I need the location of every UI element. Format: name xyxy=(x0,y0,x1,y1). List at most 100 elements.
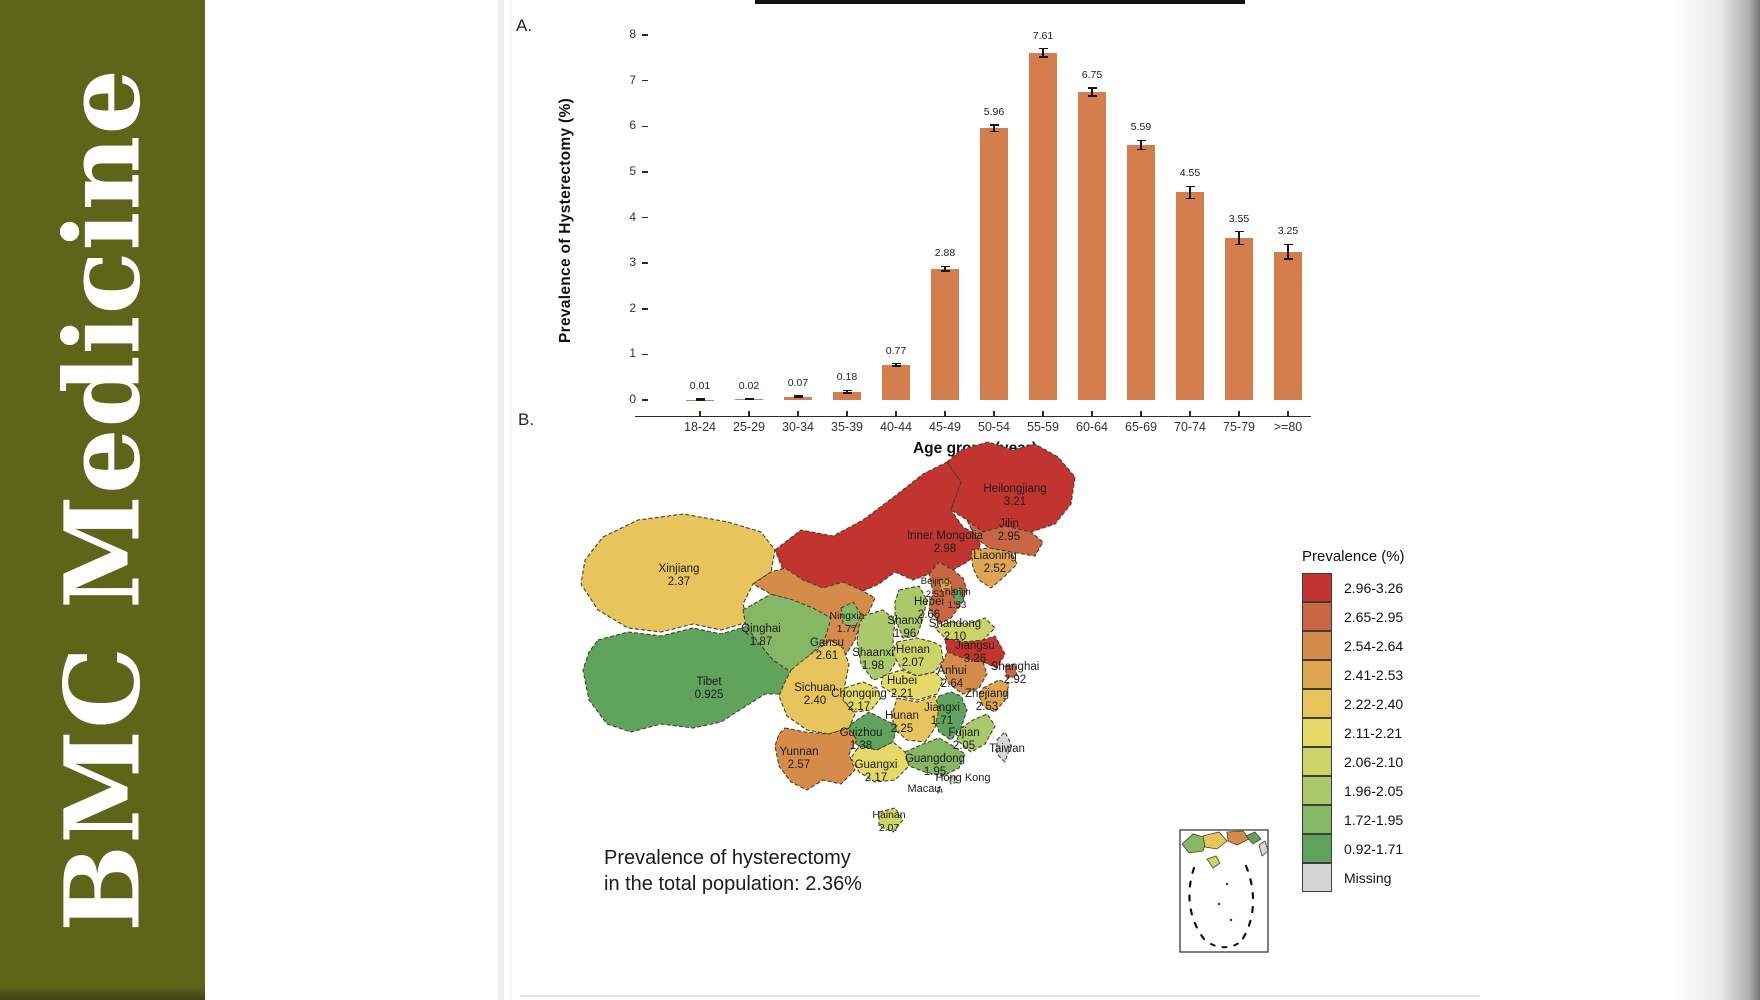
bar-30-34 xyxy=(784,396,812,400)
error-cap-top-45-49 xyxy=(940,265,950,268)
province-name-hainan: Hainan xyxy=(872,809,905,821)
bar-chart-y-axis-label: Prevalence of Hysterectomy (%) xyxy=(557,97,574,343)
province-value-xinjiang: 2.37 xyxy=(668,576,690,588)
y-tick-mark-6 xyxy=(642,125,648,127)
province-value-ningxia: 1.77 xyxy=(837,623,858,635)
map-legend-rows: 2.96-3.26 2.65-2.95 2.54-2.64 2.41-2.53 2.22… xyxy=(1288,573,1405,892)
province-name-jilin: Jilin xyxy=(999,518,1019,530)
scan-artifact-strip-2 xyxy=(510,0,512,1000)
y-tick-label-3: 3 xyxy=(629,255,636,270)
province-hong-kong xyxy=(948,775,958,785)
error-cap-top-70-74 xyxy=(1185,185,1195,188)
legend-item-2-22-2-40: 2.22-2.40 xyxy=(1288,689,1405,718)
bar-value-label-60-64: 6.75 xyxy=(1081,68,1103,81)
legend-item-1-96-2-05: 1.96-2.05 xyxy=(1288,776,1405,805)
panel-a-label: A. xyxy=(516,16,533,35)
legend-item-missing: Missing xyxy=(1288,863,1405,892)
x-tick-mark-60-64 xyxy=(1091,410,1093,416)
error-cap-bottom-45-49 xyxy=(940,270,950,272)
province-value-beijing: 2.53 xyxy=(926,589,945,600)
legend-label-5: 2.11-2.21 xyxy=(1344,724,1403,741)
error-cap-top-50-54 xyxy=(989,124,999,126)
province-value-jiangxi: 1.71 xyxy=(931,715,953,727)
legend-swatch-2 xyxy=(1302,631,1332,660)
province-shapes xyxy=(580,441,1076,833)
y-tick-mark-5 xyxy=(642,171,648,173)
bar-value-label-70-74: 4.55 xyxy=(1179,167,1201,180)
error-cap-top-35-39 xyxy=(842,389,852,392)
province-name-yunnan: Yunnan xyxy=(779,746,818,758)
province-fujian xyxy=(956,713,996,753)
error-cap-bottom-35-39 xyxy=(842,392,852,394)
legend-label-6: 2.06-2.10 xyxy=(1344,753,1404,770)
map-caption-line2: in the total population: 2.36% xyxy=(604,873,862,895)
x-tick-mark-30-34 xyxy=(797,410,799,416)
error-cap-top-25-29 xyxy=(744,397,754,400)
bar-value-label-50-54: 5.96 xyxy=(983,105,1005,118)
province-name-chongqing: Chongqing xyxy=(831,688,887,700)
panel-b-label: B. xyxy=(518,410,535,429)
province-name-guizhou: Guizhou xyxy=(840,727,883,739)
province-value-hubei: 2.21 xyxy=(891,688,913,700)
bar-value-label->=80: 3.25 xyxy=(1277,225,1299,238)
y-tick-mark-3 xyxy=(642,262,648,264)
province-name-gansu: Gansu xyxy=(810,637,844,649)
province-ningxia xyxy=(840,601,862,629)
error-cap-bottom-55-59 xyxy=(1038,56,1048,58)
province-name-hunan: Hunan xyxy=(885,710,919,722)
legend-item-2-96-3-26: 2.96-3.26 xyxy=(1288,573,1405,602)
province-name-shaanxi: Shaanxi xyxy=(852,647,894,659)
province-name-jiangxi: Jiangxi xyxy=(924,702,960,714)
province-name-inner-mongolia: Inner Mongolia xyxy=(907,530,984,542)
bar-75-79 xyxy=(1225,238,1253,400)
error-cap-bottom-18-24 xyxy=(695,399,705,401)
x-tick-mark-25-29 xyxy=(748,410,750,416)
province-chongqing xyxy=(842,681,882,713)
legend-label-2: 2.54-2.64 xyxy=(1344,637,1404,654)
province-value-jilin: 2.95 xyxy=(998,531,1020,543)
error-cap-bottom-65-69 xyxy=(1136,148,1146,151)
error-cap-bottom-75-79 xyxy=(1234,243,1244,246)
map-caption: Prevalence of hysterectomy in the total … xyxy=(604,845,862,897)
legend-swatch-7 xyxy=(1302,776,1332,805)
x-tick-mark-55-59 xyxy=(1042,410,1044,416)
province-henan xyxy=(892,637,944,677)
bar-40-44 xyxy=(882,364,910,400)
bar-value-label-30-34: 0.07 xyxy=(787,376,809,389)
province-shanxi xyxy=(894,585,928,639)
province-value-henan: 2.07 xyxy=(902,657,924,669)
province-yunnan xyxy=(774,727,858,791)
province-name-hubei: Hubei xyxy=(887,675,917,687)
error-cap-top-65-69 xyxy=(1136,139,1146,142)
legend-swatch-3 xyxy=(1302,660,1332,689)
error-cap-top-55-59 xyxy=(1038,47,1048,50)
province-value-chongqing: 2.17 xyxy=(848,701,870,713)
province-value-hebei: 2.66 xyxy=(918,609,940,621)
legend-swatch-10 xyxy=(1302,863,1332,892)
y-tick-mark-4 xyxy=(642,216,648,219)
y-tick-label-7: 7 xyxy=(629,72,636,87)
province-value-guizhou: 1.38 xyxy=(850,740,872,752)
province-name-hebei: Hebei xyxy=(914,596,944,608)
province-name-fujian: Fujian xyxy=(948,727,979,739)
legend-swatch-0 xyxy=(1302,573,1332,602)
journal-banner: BMC Medicine xyxy=(0,0,205,1000)
bar-35-39 xyxy=(833,391,861,400)
province-tibet xyxy=(582,625,792,733)
error-cap-bottom-70-74 xyxy=(1185,197,1195,200)
province-name-shandong: Shandong xyxy=(929,618,981,630)
province-name-liaoning: Liaoning xyxy=(973,550,1016,562)
map-legend: Prevalence (%) 2.96-3.26 2.65-2.95 2.54-2.… xyxy=(1288,548,1405,892)
province-value-yunnan: 2.57 xyxy=(788,759,810,771)
x-axis-line xyxy=(635,415,1311,417)
province-hebei xyxy=(928,561,968,625)
y-tick-label-6: 6 xyxy=(629,118,636,133)
x-tick-mark-65-69 xyxy=(1140,410,1142,416)
y-tick-label-4: 4 xyxy=(629,209,636,224)
x-tick-mark-18-24 xyxy=(699,410,701,416)
province-value-anhui: 2.64 xyxy=(941,678,964,690)
province-guangxi xyxy=(850,741,910,783)
x-tick-mark-45-49 xyxy=(944,410,946,416)
error-cap-bottom-25-29 xyxy=(744,398,754,401)
province-name-shanxi: Shanxi xyxy=(887,615,922,627)
